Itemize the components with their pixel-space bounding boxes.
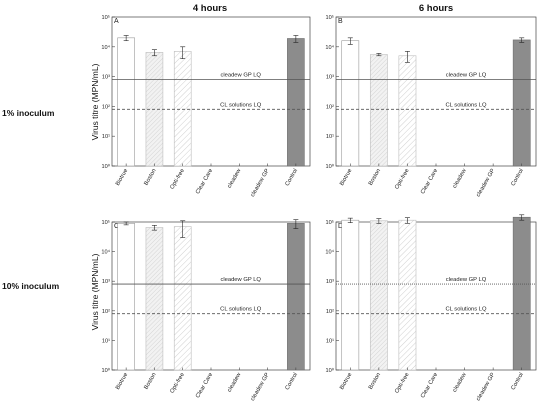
bar-c-control (287, 223, 305, 371)
plot-frame-b (335, 16, 537, 167)
row-label-1-percent: 1% inoculum (2, 108, 55, 118)
y-tick-label-d-1: 10¹ (326, 338, 334, 344)
category-label-a-opti-free: Opti-free (169, 168, 185, 191)
bar-b-biotrue (341, 40, 360, 167)
category-label-d-cleadew-gp: cleadew GP (476, 372, 497, 402)
y-tick-label-a-5: 10⁵ (101, 14, 110, 21)
category-label-b-cleadew: cleadew (452, 167, 468, 189)
y-tick-label-a-2: 10² (102, 104, 110, 110)
category-label-b-opti-free: Opti-free (394, 168, 410, 191)
y-tick-label-d-3: 10³ (326, 279, 334, 285)
category-label-d-biotrue: Biotrue (339, 372, 353, 391)
bar-d-biotrue (341, 219, 360, 371)
y-tick-label-d-0: 10⁰ (326, 367, 335, 374)
bar-b-control (512, 39, 531, 167)
category-label-d-clear-care: Clear Care (420, 372, 439, 399)
panel-letter-d: D (338, 223, 343, 230)
category-label-a-cleadew: cleadew (227, 167, 243, 189)
bar-d-boston (369, 220, 388, 371)
y-tick-label-a-0: 10⁰ (102, 163, 111, 170)
y-tick-label-c-4: 10⁴ (101, 249, 110, 256)
y-tick-label-b-5: 10⁵ (325, 14, 334, 21)
y-axis-title-bottom: Virus titre (MPN/mL) (90, 253, 100, 330)
category-label-c-control: Control (285, 372, 300, 391)
category-label-d-cleadew: cleadew (452, 371, 468, 393)
category-label-d-boston: Boston (368, 372, 382, 391)
reference-label-a-0: cleadew GP LQ (220, 72, 261, 78)
y-tick-label-c-2: 10² (102, 309, 110, 315)
category-label-a-clear-care: Clear Care (195, 168, 214, 195)
panel-letter-c: C (114, 223, 119, 230)
y-tick-label-a-1: 10¹ (102, 134, 110, 140)
chart-panel-a: A 10⁰ 10¹ 10² 10³ 10⁴ 10⁵ Biotrue Boston Opti-fre… (101, 14, 311, 198)
y-tick-label-b-0: 10⁰ (326, 163, 335, 170)
y-tick-label-b-3: 10³ (326, 75, 334, 81)
bar-a-opti-free (173, 51, 192, 167)
category-label-c-cleadew-gp: cleadew GP (250, 372, 271, 402)
bar-c-opti-free (173, 226, 192, 371)
y-tick-label-a-4: 10⁴ (101, 44, 110, 51)
y-tick-label-d-5: 10⁵ (325, 219, 334, 226)
y-tick-label-b-4: 10⁴ (325, 44, 334, 51)
chart-panel-c: C 10⁰ 10¹ 10² 10³ 10⁴ 10⁵ Biotrue Boston Opti-fre… (101, 219, 311, 402)
category-label-c-clear-care: Clear Care (195, 372, 214, 399)
plot-frame-c (111, 221, 311, 371)
column-header-6-hours: 6 hours (419, 3, 453, 14)
panel-letter-a: A (114, 18, 119, 25)
y-tick-label-c-3: 10³ (102, 279, 110, 285)
category-label-a-cleadew-gp: cleadew GP (250, 168, 271, 198)
reference-label-b-0: cleadew GP LQ (446, 72, 487, 78)
bar-a-control (287, 38, 305, 167)
category-label-c-opti-free: Opti-free (169, 372, 185, 395)
y-tick-label-c-5: 10⁵ (101, 219, 110, 226)
category-label-d-control: Control (510, 372, 525, 391)
bar-d-control (512, 216, 531, 371)
category-label-b-cleadew-gp: cleadew GP (476, 168, 497, 198)
bar-c-biotrue (117, 223, 135, 371)
reference-label-c-1: CL solutions LQ (220, 307, 262, 313)
y-tick-label-c-1: 10¹ (102, 338, 110, 344)
reference-label-a-1: CL solutions LQ (220, 102, 262, 108)
column-header-4-hours: 4 hours (193, 3, 227, 14)
category-label-c-boston: Boston (143, 372, 157, 391)
bar-a-biotrue (117, 37, 135, 167)
reference-label-d-1: CL solutions LQ (445, 307, 487, 313)
y-tick-label-d-2: 10² (326, 309, 334, 315)
y-tick-label-b-1: 10¹ (326, 134, 334, 140)
category-label-a-biotrue: Biotrue (115, 168, 129, 187)
plot-frame-a (111, 16, 311, 167)
category-label-b-clear-care: Clear Care (420, 168, 439, 195)
category-label-b-boston: Boston (368, 168, 382, 187)
bar-b-opti-free (398, 55, 417, 167)
chart-panel-d: D 10⁰ 10¹ 10² 10³ 10⁴ 10⁵ Biotrue Boston Opti-fre… (325, 214, 537, 402)
reference-label-c-0: cleadew GP LQ (220, 277, 261, 283)
bar-c-boston (145, 227, 164, 371)
plot-frame-d (335, 221, 537, 371)
bar-d-opti-free (398, 219, 417, 371)
y-tick-label-a-3: 10³ (102, 75, 110, 81)
category-label-b-control: Control (510, 168, 525, 187)
category-label-c-biotrue: Biotrue (115, 372, 129, 391)
chart-panel-b: B 10⁰ 10¹ 10² 10³ 10⁴ 10⁵ Biotrue Boston Opti-fre… (325, 14, 537, 198)
y-axis-title-top: Virus titre (MPN/mL) (90, 63, 100, 140)
category-label-c-cleadew: cleadew (227, 371, 243, 393)
category-label-d-opti-free: Opti-free (394, 372, 410, 395)
category-label-a-boston: Boston (143, 168, 157, 187)
panels: A 10⁰ 10¹ 10² 10³ 10⁴ 10⁵ Biotrue Boston Opti-fre… (101, 14, 537, 402)
category-label-b-biotrue: Biotrue (339, 168, 353, 187)
reference-label-d-0: cleadew GP LQ (446, 277, 487, 283)
y-tick-label-c-0: 10⁰ (102, 367, 111, 374)
category-label-a-control: Control (285, 168, 300, 187)
bar-b-boston (369, 54, 388, 167)
panel-letter-b: B (338, 18, 343, 25)
y-tick-label-d-4: 10⁴ (325, 249, 334, 256)
reference-label-b-1: CL solutions LQ (445, 102, 487, 108)
row-label-10-percent: 10% inoculum (2, 281, 60, 291)
y-tick-label-b-2: 10² (326, 104, 334, 110)
